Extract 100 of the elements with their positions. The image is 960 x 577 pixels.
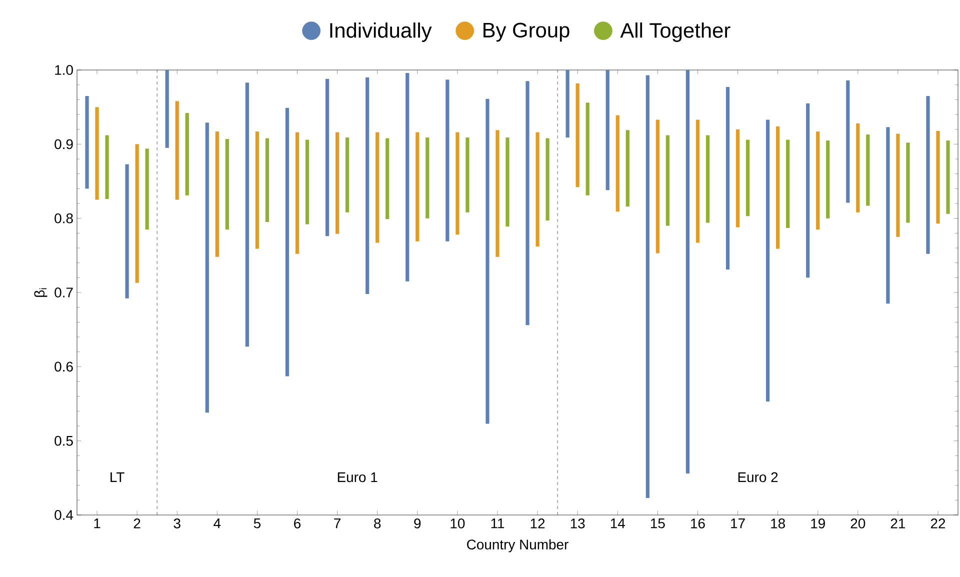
bar [245,82,249,347]
y-tick-label: 1.0 [55,65,73,75]
bar [175,101,179,200]
bar [376,132,380,243]
bar [285,108,290,376]
bar [546,138,550,221]
bar [416,132,420,242]
bar [886,127,890,304]
bar [215,132,219,257]
bar [526,81,530,326]
x-tick-label: 4 [214,518,221,528]
legend-label: All Together [620,22,730,42]
annotation: LT [110,472,124,482]
bar [205,122,209,413]
bar [466,137,470,212]
bar [606,70,610,190]
x-tick-label: 6 [294,518,301,528]
bar [426,137,430,218]
bar [105,135,109,200]
bar [145,148,149,230]
y-tick-label: 0.4 [54,510,74,520]
bar [185,113,189,196]
bar [656,120,660,254]
x-tick-label: 11 [491,518,504,528]
bar [856,123,860,212]
legend-label: By Group [484,22,570,42]
x-tick-label: 21 [890,518,906,528]
bar [576,83,580,188]
legend-label: Individually [330,22,432,42]
bar [295,132,300,254]
x-tick-label: 16 [691,518,705,528]
bar [566,70,570,138]
bar [496,130,500,257]
bar [816,132,820,230]
bar [766,120,770,402]
x-tick-label: 10 [450,518,465,528]
y-tick-label: 0.5 [54,436,73,446]
bar [95,107,99,200]
bar [325,78,330,236]
bar [586,102,590,196]
bar [776,126,780,249]
y-axis-title: β$_{i}$ [34,288,48,297]
x-tick-label: 7 [334,518,340,528]
annotation: Euro 2 [738,472,778,482]
bar [335,132,340,234]
x-tick-label: 19 [811,518,825,528]
bar [826,140,830,218]
bar [846,80,850,203]
bar [746,140,750,216]
x-tick-label: 22 [930,518,946,528]
bar [926,96,930,254]
bar [456,132,460,235]
bar [225,138,229,230]
bar [706,135,710,223]
x-tick-label: 18 [771,518,785,528]
x-tick-label: 1 [94,518,100,528]
y-tick-label: 0.9 [54,139,73,150]
bar [85,96,89,189]
bar [626,130,630,206]
bar [646,75,650,498]
x-tick-label: 8 [374,518,381,528]
bar [536,132,540,247]
y-tick-label: 0.7 [54,288,73,298]
bar [125,164,129,298]
bar [506,137,510,226]
x-tick-label: 17 [731,518,745,528]
bar [366,77,370,294]
bar [866,134,870,206]
bar [726,87,730,270]
x-tick-label: 15 [650,518,665,528]
bar [486,98,490,424]
x-tick-label: 3 [174,518,180,528]
bar [346,137,350,212]
bar [686,70,690,474]
bar [135,144,139,283]
x-tick-label: 2 [134,518,140,528]
y-tick-label: 0.6 [54,362,73,372]
x-tick-label: 13 [570,518,585,528]
annotation: Euro 1 [338,472,378,482]
bar [265,138,270,222]
bar [936,130,940,224]
bar [946,140,950,214]
bar [386,138,390,220]
bar [736,129,740,228]
x-axis-title: Country Number [467,539,568,552]
bar [165,70,169,148]
bar [696,120,700,243]
bar [906,142,910,223]
x-tick-label: 9 [414,518,421,528]
x-tick-label: 20 [850,518,866,528]
bar [406,72,410,282]
bar [305,140,310,224]
bar [616,115,620,212]
bar [896,134,900,237]
y-tick-label: 0.8 [54,213,73,224]
bar [255,132,260,249]
x-tick-label: 14 [610,518,625,528]
bar [806,103,810,278]
x-tick-label: 12 [530,518,545,528]
bar [666,135,670,226]
